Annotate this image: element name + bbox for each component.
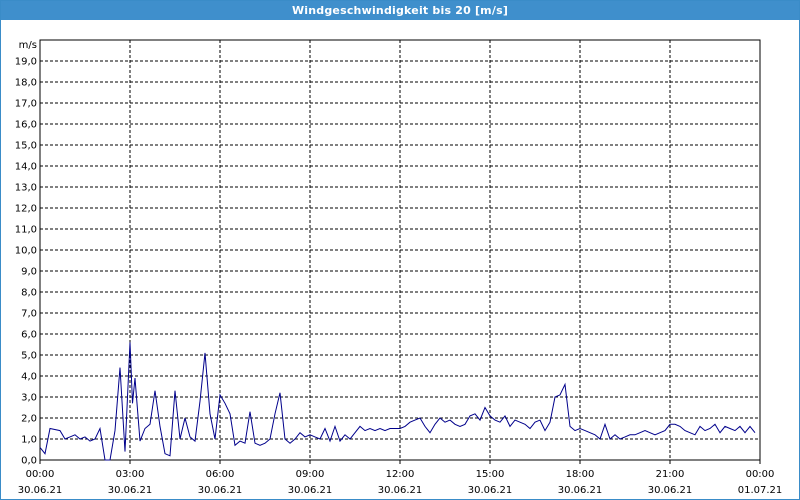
y-tick-label: 14,0	[15, 162, 37, 173]
y-tick-label: 19,0	[15, 57, 37, 68]
x-tick-time: 00:00	[746, 469, 775, 480]
y-tick-label: 18,0	[15, 78, 37, 89]
y-tick-label: 16,0	[15, 120, 37, 131]
x-tick-date: 30.06.21	[288, 485, 333, 496]
x-tick-date: 30.06.21	[468, 485, 513, 496]
y-tick-label: 2,0	[21, 414, 37, 425]
x-tick-date: 30.06.21	[558, 485, 603, 496]
x-tick-time: 03:00	[116, 469, 145, 480]
x-tick-time: 12:00	[386, 469, 415, 480]
series-line-wind-speed	[39, 342, 756, 461]
y-axis-ticks: 0,0 1,0 2,0 3,0 4,0 5,0 6,0 7,0 8,0 9,0 10,0 11,0 12…	[15, 57, 37, 467]
y-tick-label: 12,0	[15, 204, 37, 215]
x-tick-time: 18:00	[566, 469, 595, 480]
x-tick-time: 15:00	[476, 469, 505, 480]
y-tick-label: 6,0	[21, 330, 37, 341]
y-tick-label: 5,0	[21, 351, 37, 362]
x-tick-time: 06:00	[206, 469, 235, 480]
y-tick-label: 3,0	[21, 393, 37, 404]
window-title: Windgeschwindigkeit bis 20 [m/s]	[1, 1, 799, 20]
x-tick-time: 09:00	[296, 469, 325, 480]
x-tick-date: 30.06.21	[198, 485, 243, 496]
y-tick-label: 11,0	[15, 225, 37, 236]
x-tick-date: 30.06.21	[378, 485, 423, 496]
y-tick-label: 4,0	[21, 372, 37, 383]
x-tick-date: 30.06.21	[108, 485, 153, 496]
x-tick-time: 21:00	[656, 469, 685, 480]
y-tick-label: 1,0	[21, 435, 37, 446]
x-tick-time: 00:00	[26, 469, 55, 480]
y-tick-label: 15,0	[15, 141, 37, 152]
y-tick-label: 17,0	[15, 99, 37, 110]
y-tick-label: 7,0	[21, 309, 37, 320]
x-tick-date: 30.06.21	[648, 485, 693, 496]
y-tick-label: 13,0	[15, 183, 37, 194]
x-axis-ticks: 00:00 30.06.21 03:00 30.06.21 06:00 30.06.21 0…	[18, 460, 783, 496]
y-tick-label: 8,0	[21, 288, 37, 299]
y-tick-label: 0,0	[21, 456, 37, 467]
x-tick-date: 01.07.21	[738, 485, 783, 496]
y-tick-label: 9,0	[21, 267, 37, 278]
grid-lines	[40, 40, 760, 460]
y-tick-label: 10,0	[15, 246, 37, 257]
x-tick-date: 30.06.21	[18, 485, 63, 496]
y-axis-label: m/s	[19, 40, 37, 51]
